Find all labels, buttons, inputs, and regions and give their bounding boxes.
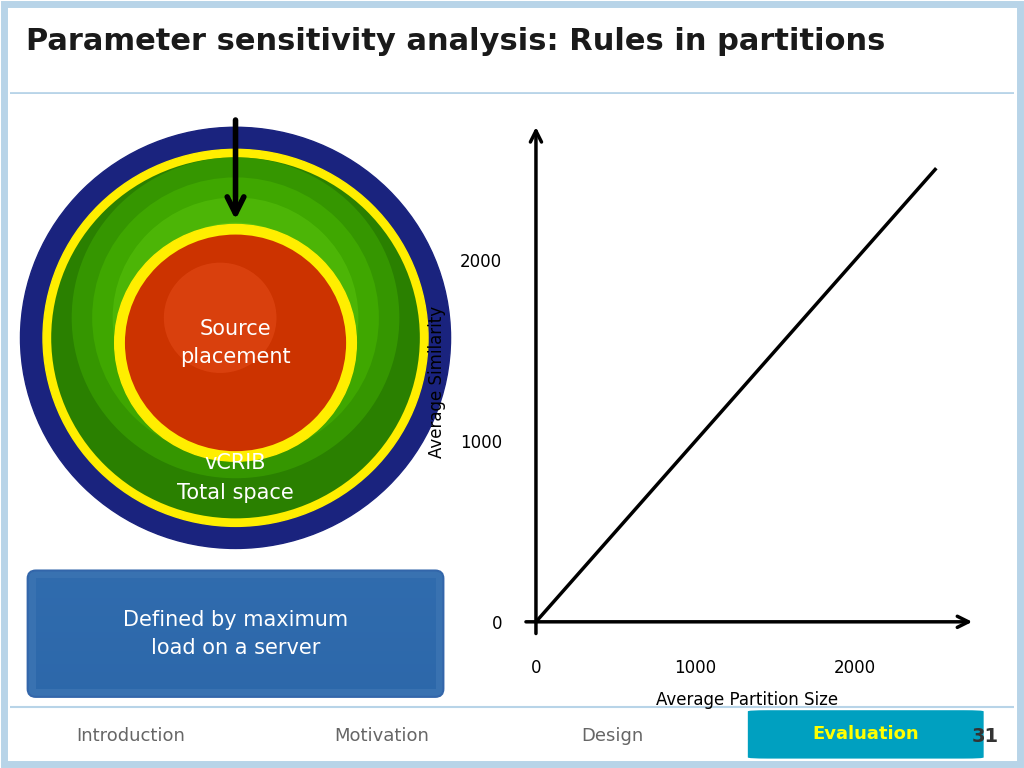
Circle shape — [92, 177, 379, 458]
Text: Motivation: Motivation — [334, 727, 429, 745]
Circle shape — [51, 157, 420, 518]
Text: Evaluation: Evaluation — [812, 726, 919, 743]
Y-axis label: Average Similarity: Average Similarity — [428, 306, 446, 458]
Circle shape — [113, 197, 358, 438]
Text: 31: 31 — [972, 727, 999, 746]
Circle shape — [138, 223, 333, 413]
Circle shape — [164, 247, 307, 388]
FancyBboxPatch shape — [28, 571, 443, 697]
FancyBboxPatch shape — [748, 710, 984, 759]
Text: Parameter sensitivity analysis: Rules in partitions: Parameter sensitivity analysis: Rules in… — [26, 27, 885, 56]
Text: vCRIB: vCRIB — [205, 453, 266, 473]
X-axis label: Average Partition Size: Average Partition Size — [656, 690, 839, 709]
Circle shape — [72, 157, 399, 478]
Text: Source
placement: Source placement — [180, 319, 291, 367]
Text: Design: Design — [582, 727, 643, 745]
Text: Introduction: Introduction — [76, 727, 185, 745]
Text: Defined by maximum
load on a server: Defined by maximum load on a server — [123, 610, 348, 657]
Circle shape — [20, 127, 451, 548]
Circle shape — [115, 224, 356, 462]
Circle shape — [43, 149, 428, 526]
Text: Total space: Total space — [177, 483, 294, 503]
Circle shape — [125, 234, 346, 451]
Circle shape — [164, 263, 276, 373]
